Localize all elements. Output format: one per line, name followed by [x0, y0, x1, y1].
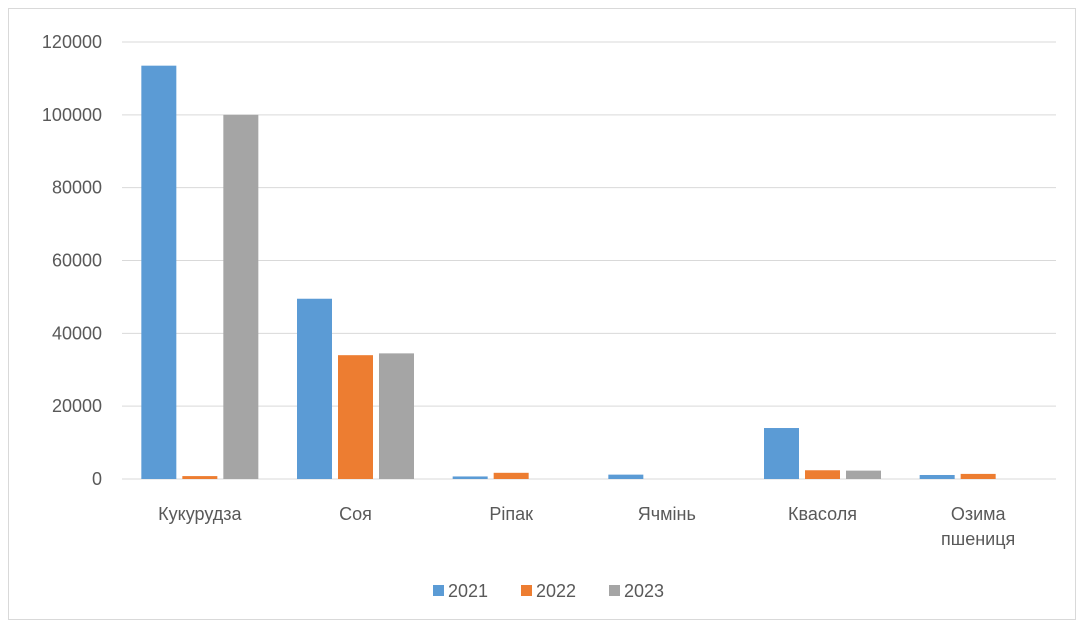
y-tick-label: 120000 [42, 32, 102, 52]
bar-2023-0 [223, 114, 259, 479]
bar-2021-1 [297, 298, 332, 479]
bar-2022-4 [805, 470, 840, 479]
x-category-label: Соя [339, 504, 372, 524]
y-tick-label: 20000 [52, 396, 102, 416]
legend-swatch-2023 [609, 585, 620, 596]
gridlines [122, 41, 1056, 480]
x-axis: Кукурудза Соя Ріпак Ячмінь Квасоля Озима пшени… [158, 504, 1015, 549]
bar-2022-1 [338, 355, 373, 479]
bar-2021-0 [141, 65, 177, 479]
y-tick-label: 80000 [52, 178, 102, 198]
legend-swatch-2021 [433, 585, 444, 596]
bar-2023-4 [846, 470, 881, 479]
y-tick-label: 0 [92, 469, 102, 489]
bar-2021-4 [764, 428, 799, 479]
bars [141, 65, 996, 479]
legend-label: 2023 [624, 581, 664, 601]
legend: 2021 2022 2023 [433, 581, 664, 601]
y-tick-label: 60000 [52, 251, 102, 271]
x-category-label: Кукурудза [158, 504, 242, 524]
bar-2022-2 [493, 472, 529, 479]
x-category-label: Ріпак [489, 504, 533, 524]
legend-label: 2021 [448, 581, 488, 601]
y-tick-label: 100000 [42, 105, 102, 125]
x-category-label: Квасоля [788, 504, 857, 524]
bar-2023-1 [379, 353, 414, 479]
bar-2021-3 [608, 474, 644, 479]
x-category-label: Ячмінь [638, 504, 696, 524]
bar-2021-2 [452, 476, 488, 479]
bar-2022-5 [960, 473, 996, 479]
legend-swatch-2022 [521, 585, 532, 596]
legend-label: 2022 [536, 581, 576, 601]
y-tick-label: 40000 [52, 323, 102, 343]
x-category-label: пшениця [941, 529, 1015, 549]
chart-frame [8, 8, 1076, 620]
x-category-label: Озима [951, 504, 1007, 524]
bar-2022-0 [182, 476, 218, 479]
bar-2021-5 [919, 474, 955, 479]
y-axis: 0 20000 40000 60000 80000 100000 120000 [42, 32, 102, 489]
